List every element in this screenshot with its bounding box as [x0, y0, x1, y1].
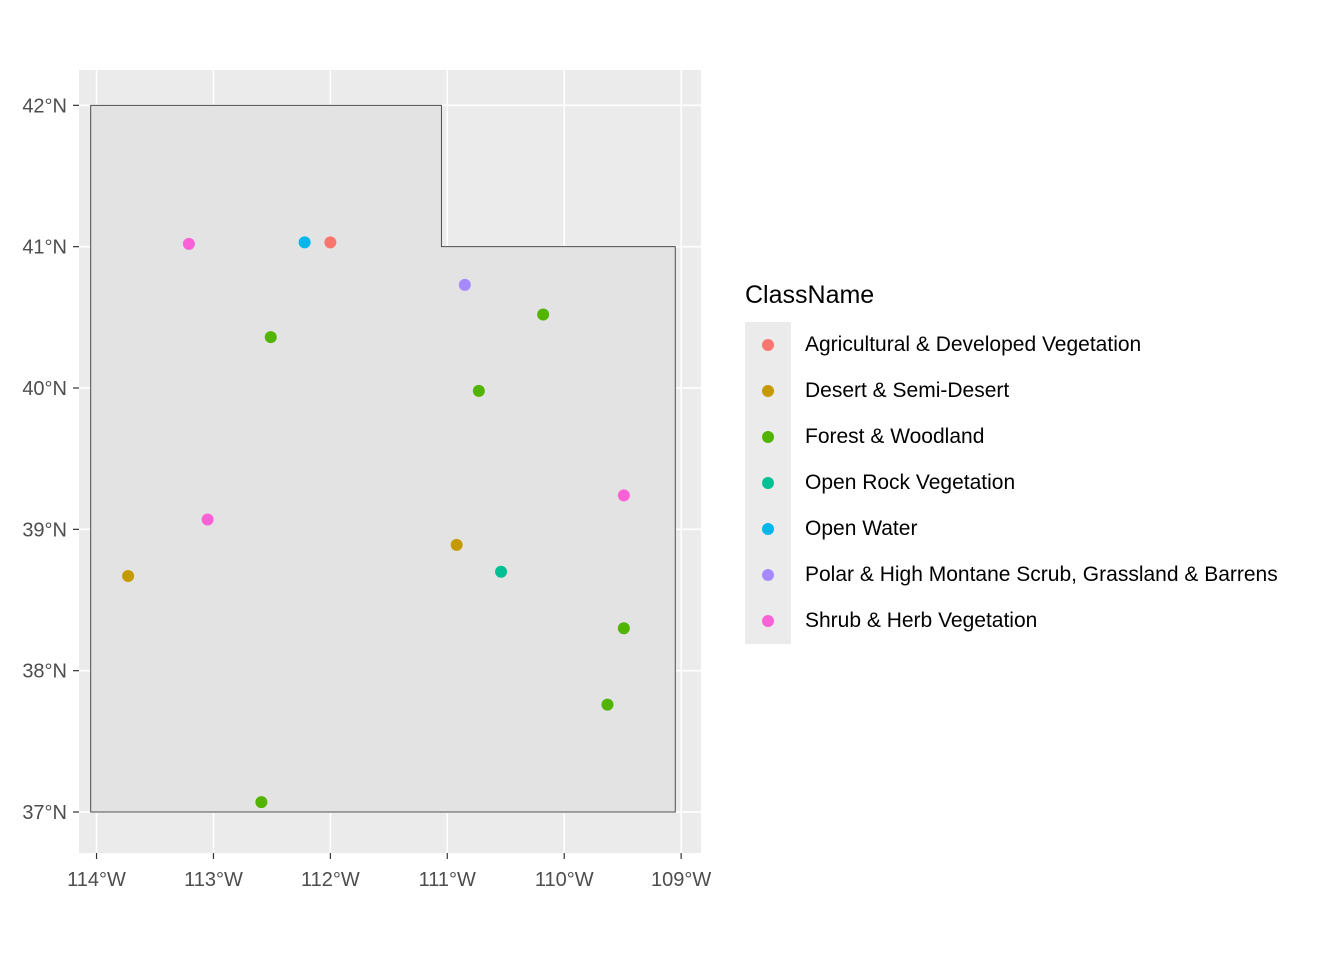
legend-item: Shrub & Herb Vegetation	[745, 598, 1278, 644]
legend-dot-icon	[762, 615, 774, 627]
x-tick-label: 111°W	[419, 869, 476, 891]
y-tick-label: 40°N	[22, 378, 67, 400]
y-tick-label: 41°N	[22, 237, 67, 259]
legend-item: Open Water	[745, 506, 1278, 552]
y-tick-label: 39°N	[22, 519, 67, 541]
data-point	[182, 237, 195, 250]
axes: 114°W 113°W 112°W 111°W 110°W 109°W 37°N 38°N 39…	[22, 95, 711, 891]
data-point	[495, 565, 508, 578]
legend-label: Open Water	[805, 517, 918, 540]
legend-label: Forest & Woodland	[805, 425, 985, 448]
data-point	[537, 308, 550, 321]
data-point	[601, 698, 614, 711]
data-point	[617, 622, 630, 635]
legend-item: Forest & Woodland	[745, 414, 1278, 460]
points-layer	[122, 236, 630, 809]
legend-item: Polar & High Montane Scrub, Grassland & …	[745, 552, 1278, 598]
legend-dot-icon	[762, 477, 774, 489]
legend-dot-icon	[762, 569, 774, 581]
state-boundary	[90, 104, 676, 813]
legend-dot-icon	[762, 385, 774, 397]
legend-title: ClassName	[745, 281, 875, 309]
data-point	[201, 513, 214, 526]
data-point	[298, 236, 311, 249]
legend-item: Agricultural & Developed Vegetation	[745, 322, 1278, 368]
legend-dot-icon	[762, 431, 774, 443]
x-tick-label: 109°W	[651, 869, 711, 891]
legend-item: Open Rock Vegetation	[745, 460, 1278, 506]
y-tick-label: 38°N	[22, 661, 67, 683]
data-point	[472, 384, 485, 397]
legend-label: Open Rock Vegetation	[805, 471, 1016, 494]
data-point	[264, 331, 277, 344]
legend-dot-icon	[762, 339, 774, 351]
data-point	[255, 796, 268, 809]
legend-item: Desert & Semi-Desert	[745, 368, 1278, 414]
legend-label: Shrub & Herb Vegetation	[805, 609, 1038, 632]
legend-label: Desert & Semi-Desert	[805, 379, 1010, 402]
data-point	[122, 569, 135, 582]
data-point	[458, 278, 471, 291]
y-tick-label: 37°N	[22, 802, 67, 824]
legend-label: Agricultural & Developed Vegetation	[805, 333, 1142, 356]
y-tick-label: 42°N	[22, 95, 67, 117]
x-tick-label: 114°W	[67, 869, 126, 891]
data-point	[617, 489, 630, 502]
data-point	[450, 538, 463, 551]
legend-label: Polar & High Montane Scrub, Grassland & …	[805, 563, 1278, 586]
legend-dot-icon	[762, 523, 774, 535]
x-tick-label: 112°W	[301, 869, 360, 891]
legend: ClassName Agricultural & Developed Veget…	[745, 280, 1278, 644]
x-tick-label: 113°W	[184, 869, 243, 891]
legend-items: Agricultural & Developed Vegetation Deser…	[745, 322, 1278, 644]
x-tick-label: 110°W	[535, 869, 594, 891]
data-point	[324, 236, 337, 249]
